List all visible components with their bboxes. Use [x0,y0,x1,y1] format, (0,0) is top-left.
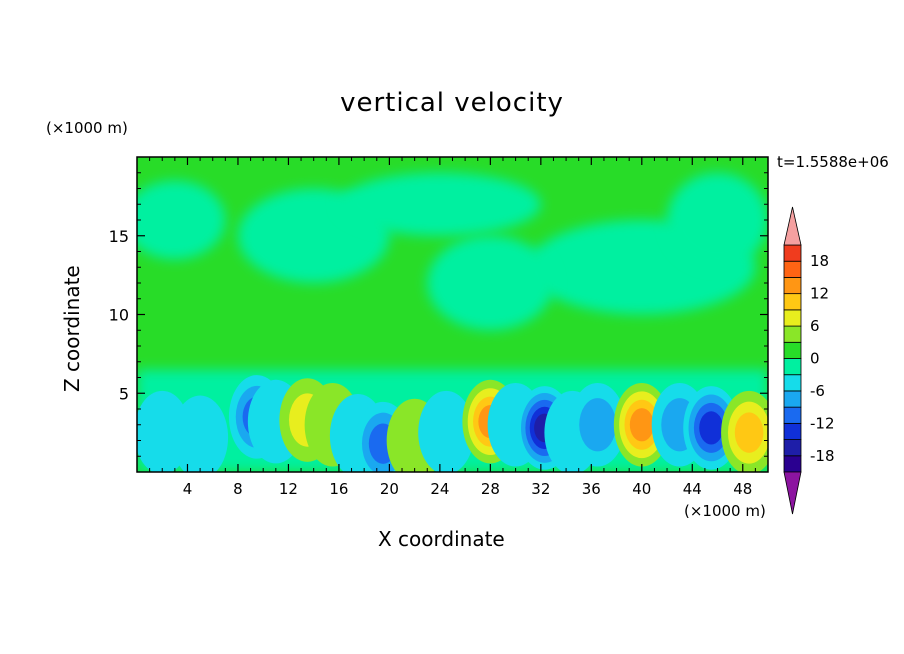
field-cell [418,390,475,472]
x-axis: 4 8 12 16 20 24 28 32 36 40 44 48 [149,157,756,498]
y-unit-label: (×1000 m) [46,119,128,137]
x-tick-label: 12 [279,480,298,498]
colorbar-swatch [783,455,802,473]
x-tick-label: 4 [183,480,193,498]
field-patch [137,180,226,260]
y-axis-title: Z coordinate [60,265,84,392]
field-patch [427,235,554,331]
x-tick-label: 16 [329,480,348,498]
field-cell [579,398,617,452]
colorbar-tick-label: -12 [810,414,835,432]
colorbar-tick-label: -6 [810,382,825,400]
colorbar-swatch [783,358,802,376]
field-cell [629,408,654,442]
time-label: t=1.5588e+06 [777,153,889,171]
colorbar-swatch [783,244,802,262]
colorbar-swatch [783,422,802,440]
x-tick-label: 20 [380,480,399,498]
x-tick-label: 24 [430,480,449,498]
field-cell [734,412,764,453]
colorbar-swatch [783,341,802,359]
colorbar-tick-label: 6 [810,317,820,335]
x-axis-title: X coordinate [378,527,505,551]
colorbar-extend-low [783,471,802,515]
colorbar-tick-label: -18 [810,447,835,465]
colorbar-swatch [783,277,802,295]
x-tick-label: 40 [632,480,651,498]
field-patch [338,172,541,236]
contour-field [137,157,768,472]
colorbar-tick-label: 18 [810,252,829,270]
y-axis: 5 10 15 [109,172,768,457]
x-tick-label: 36 [582,480,601,498]
field-cell [172,395,229,472]
colorbar-extend-high [783,206,802,246]
colorbar-swatch [783,309,802,327]
y-tick-label: 5 [119,384,129,403]
field-cell [699,411,724,445]
x-tick-label: 32 [531,480,550,498]
colorbar-swatch [783,406,802,424]
x-unit-label: (×1000 m) [684,502,766,520]
colorbar: 18 12 6 0 -6 -12 -18 [783,206,835,515]
colorbar-swatch [783,390,802,408]
x-tick-label: 48 [733,480,752,498]
colorbar-swatch [783,439,802,457]
x-tick-label: 8 [233,480,243,498]
colorbar-swatch [783,293,802,311]
y-tick-label: 15 [109,227,129,246]
colorbar-tick-label: 12 [810,285,829,303]
field-patch [667,172,768,268]
colorbar-tick-label: 0 [810,350,820,368]
x-tick-label: 44 [683,480,702,498]
colorbar-swatch [783,374,802,392]
y-tick-label: 10 [109,306,129,325]
colorbar-swatch [783,260,802,278]
x-tick-label: 28 [481,480,500,498]
colorbar-swatch [783,325,802,343]
chart-title: vertical velocity [340,88,564,118]
